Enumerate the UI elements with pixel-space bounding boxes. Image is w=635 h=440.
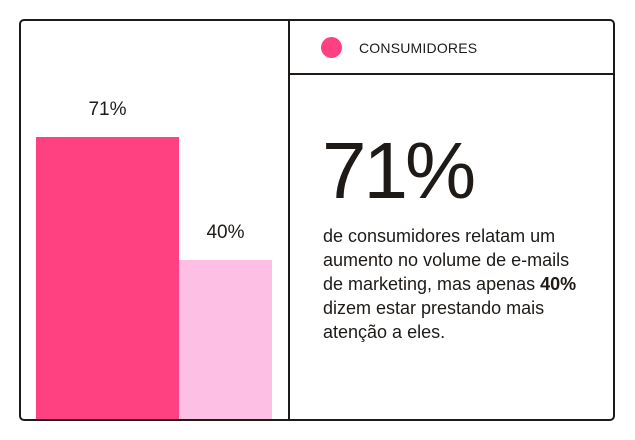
legend-label: CONSUMIDORES [359, 39, 478, 56]
description-bold: 40% [540, 274, 577, 294]
description-text-1: de consumidores relatam um aumento no vo… [323, 226, 570, 294]
bar-2 [179, 260, 272, 419]
description: de consumidores relatam um aumento no vo… [323, 224, 593, 344]
description-text-2: dizem estar prestando mais atenção a ele… [323, 298, 545, 342]
horizontal-divider [288, 73, 613, 75]
legend-dot-icon [321, 37, 342, 58]
infographic-card: 71% 40% CONSUMIDORES 71% de consumidores … [19, 19, 615, 421]
bar-label-1: 71% [88, 99, 127, 121]
bar-1 [36, 137, 179, 419]
legend: CONSUMIDORES [321, 37, 477, 58]
headline-stat: 71% [322, 126, 476, 215]
vertical-divider [288, 21, 290, 419]
bar-label-2: 40% [206, 222, 245, 244]
